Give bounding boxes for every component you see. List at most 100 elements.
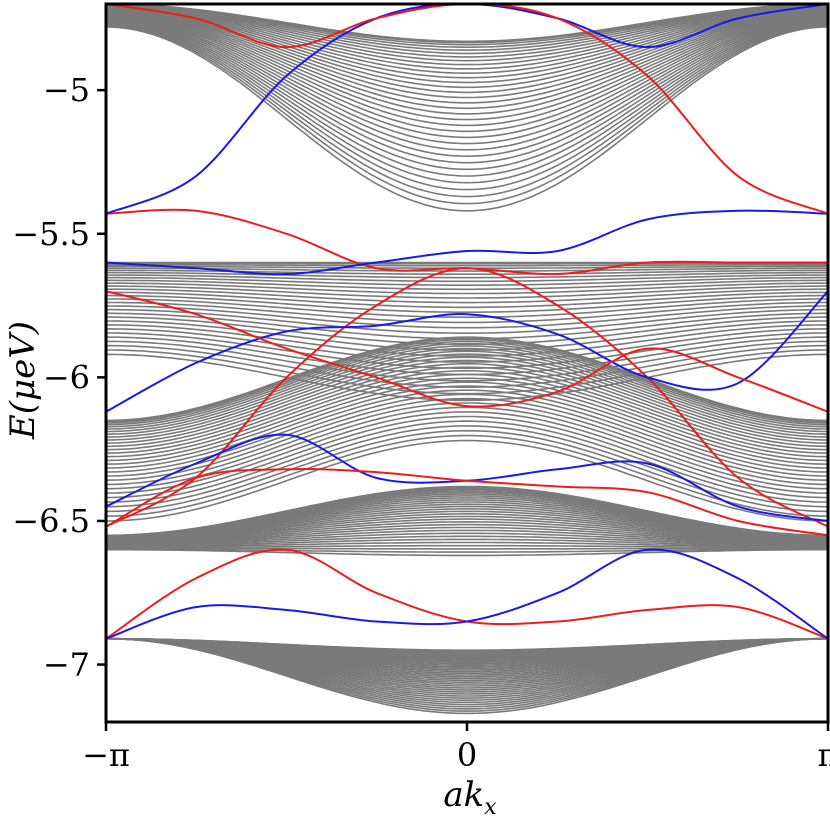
x-axis: −π 0 π [82,722,830,774]
bulk-band-line [106,274,828,283]
bulk-band-line [106,347,828,433]
edge-state-line [106,548,828,640]
bulk-band-line [106,336,828,376]
bulk-band-line [106,439,828,522]
bulk-band-line [106,14,828,127]
bulk-band-line [106,25,828,205]
bulk-band-line [106,420,828,503]
bulk-band-line [106,294,828,313]
bulk-band-line [106,535,828,547]
bulk-band-line [106,510,828,542]
bulk-band-line [106,513,828,542]
bulk-band-line [106,523,828,545]
bulk-band-line [106,4,828,46]
bulk-band-line [106,15,828,133]
bulk-band-line [106,8,828,79]
bulk-band-line [106,5,828,58]
bulk-band-line [106,17,828,145]
bulk-band-line [106,24,828,198]
bulk-band-line [106,332,828,370]
bulk-band-line [106,17,828,151]
bulk-band-line [106,4,828,52]
bulk-band-line [106,11,828,104]
bulk-band-line [106,548,828,553]
bulk-band-line [106,324,828,357]
bulk-band-line [106,434,828,517]
bulk-band-line [106,328,828,363]
bulk-band-line [106,538,828,548]
bulk-band-line [106,20,828,171]
bulk-band-line [106,425,828,508]
bulk-band-line [106,316,828,346]
bulk-band-line [106,16,828,139]
bulk-band-line [106,389,828,473]
bulk-band-line [106,21,828,177]
bulk-band-line [106,4,828,55]
edge-state-line [106,290,828,413]
bulk-band-line [106,345,828,430]
bulk-band-line [106,305,828,329]
bulk-band-line [106,263,828,267]
bulk-band-line [106,10,828,99]
bulk-band-line [106,8,828,84]
bulk-band-line [106,508,828,541]
bulk-band-line [106,7,828,75]
bulk-band-line [106,18,828,158]
bulk-band-line [106,532,828,546]
bulk-band-line [106,301,828,324]
bulk-band-line [106,6,828,66]
bulk-band-line [106,26,828,212]
bulk-band-line [106,370,828,454]
bulk-band-line [106,340,828,426]
edge-state-line [106,209,828,276]
bulk-band-line [106,544,828,549]
bulk-band-line [106,541,828,548]
bulk-band-line [106,363,828,448]
bulk-band-line [106,312,828,340]
bulk-band-line [106,298,828,319]
bulk-band-line [106,338,828,424]
bulk-band-line [106,13,828,121]
x-tick-label: 0 [457,736,477,774]
bulk-band-line [106,548,828,557]
bulk-band-line [106,377,828,462]
bulk-band-line [106,411,828,494]
bulk-band-line [106,637,828,715]
bulk-band-line [106,291,828,309]
bulk-band-line [106,503,828,540]
bulk-band-line [106,6,828,70]
x-tick-label: π [817,736,830,774]
bulk-band-line [106,547,828,550]
bulk-band-line [106,529,828,546]
bulk-band-line [106,520,828,544]
bulk-band-line [106,497,828,539]
bulk-band-line [106,353,828,438]
bulk-band-line [106,397,828,481]
bulk-band-lines [106,4,828,715]
bulk-band-line [106,349,828,395]
x-tick-label: −π [82,736,130,774]
bulk-band-line [106,23,828,191]
bulk-band-line [106,279,828,291]
edge-state-line [106,290,828,413]
bulk-band-line [106,285,828,299]
bulk-band-line [106,344,828,388]
y-tick-label: −5 [43,71,90,109]
y-axis-label: E(μeV) [3,321,43,440]
y-tick-label: −5.5 [12,215,90,253]
bulk-band-line [106,406,828,490]
bulk-band-line [106,276,828,286]
bulk-band-line [106,381,828,465]
edge-state-line [106,548,828,640]
x-axis-label: akx [443,775,497,817]
bulk-band-line [106,282,828,295]
y-axis: −5 −5.5 −6 −6.5 −7 [12,71,106,684]
bulk-band-line [106,288,828,304]
bulk-band-line [106,501,828,540]
bulk-band-line [106,19,828,164]
bulk-band-line [106,415,828,499]
bulk-band-line [106,505,828,541]
y-tick-label: −6 [43,358,90,396]
bulk-band-line [106,12,828,110]
bulk-band-line [106,336,828,422]
